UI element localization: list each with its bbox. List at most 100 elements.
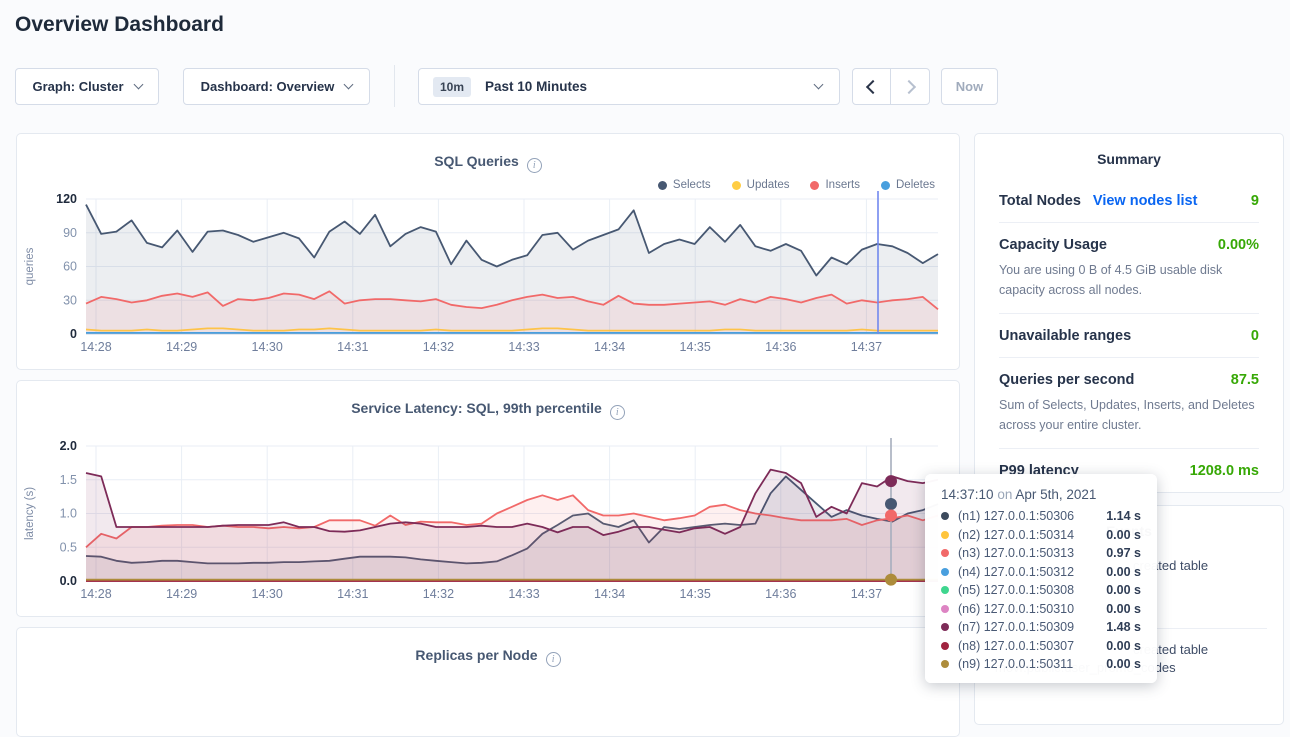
chart-hover-tooltip: 14:37:10 on Apr 5th, 2021 (n1) 127.0.0.1… xyxy=(925,474,1157,683)
toolbar-divider xyxy=(394,65,395,107)
svg-text:14:36: 14:36 xyxy=(765,587,796,601)
tooltip-timestamp: 14:37:10 on Apr 5th, 2021 xyxy=(941,487,1141,502)
svg-text:14:30: 14:30 xyxy=(252,340,283,354)
tooltip-row: (n8) 127.0.0.1:50307 0.00 s xyxy=(941,639,1141,653)
summary-row-qps: Queries per second 87.5 Sum of Selects, … xyxy=(999,357,1259,448)
summary-row-capacity: Capacity Usage 0.00% You are using 0 B o… xyxy=(999,222,1259,313)
tooltip-time: 14:37:10 xyxy=(941,487,994,502)
summary-panel: Summary Total Nodes View nodes list 9 Ca… xyxy=(974,133,1284,493)
summary-label: Total Nodes xyxy=(999,193,1081,209)
svg-text:1.5: 1.5 xyxy=(60,473,77,487)
svg-text:14:32: 14:32 xyxy=(423,340,454,354)
svg-text:14:29: 14:29 xyxy=(166,340,197,354)
node-color-dot xyxy=(941,642,949,650)
page-title: Overview Dashboard xyxy=(15,13,224,37)
node-label: (n4) 127.0.0.1:50312 xyxy=(958,565,1098,579)
svg-text:0.0: 0.0 xyxy=(60,574,77,588)
node-color-dot xyxy=(941,568,949,576)
sql-queries-chart[interactable]: 14:2814:2914:3014:3114:3214:3314:3414:35… xyxy=(17,134,961,364)
tooltip-row: (n9) 127.0.0.1:503110.00 s xyxy=(941,657,1141,671)
svg-text:14:32: 14:32 xyxy=(423,587,454,601)
tooltip-row: (n3) 127.0.0.1:503130.97 s xyxy=(941,546,1141,560)
node-color-dot xyxy=(941,512,949,520)
graph-dropdown[interactable]: Graph: Cluster xyxy=(15,68,159,105)
svg-text:14:30: 14:30 xyxy=(252,587,283,601)
tooltip-row: (n1) 127.0.0.1:50306 1.14 s xyxy=(941,509,1141,523)
service-latency-chart[interactable]: 14:2814:2914:3014:3114:3214:3314:3414:35… xyxy=(17,381,961,611)
chevron-down-icon xyxy=(133,80,143,90)
svg-text:14:31: 14:31 xyxy=(337,587,368,601)
svg-text:0.5: 0.5 xyxy=(60,540,77,554)
tooltip-row: (n2) 127.0.0.1:503140.00 s xyxy=(941,528,1141,542)
svg-text:14:37: 14:37 xyxy=(851,340,882,354)
time-range-arrows xyxy=(852,68,930,105)
svg-text:90: 90 xyxy=(63,226,77,240)
summary-value: 1208.0 ms xyxy=(1190,463,1259,479)
svg-text:14:34: 14:34 xyxy=(594,340,625,354)
node-latency-value: 0.00 s xyxy=(1106,528,1141,542)
summary-value: 0.00% xyxy=(1218,237,1259,253)
time-range-dropdown[interactable]: 10m Past 10 Minutes xyxy=(418,68,840,105)
sql-queries-panel: SQL Queriesi Selects Updates Inserts Del… xyxy=(16,133,960,370)
svg-text:14:29: 14:29 xyxy=(166,587,197,601)
prev-range-button[interactable] xyxy=(853,69,891,104)
svg-text:queries: queries xyxy=(24,247,36,285)
summary-description: You are using 0 B of 4.5 GiB usable disk… xyxy=(999,260,1259,300)
node-label: (n6) 127.0.0.1:50310 xyxy=(958,602,1098,616)
node-label: (n9) 127.0.0.1:50311 xyxy=(958,657,1098,671)
time-range-badge: 10m xyxy=(433,77,471,97)
svg-text:14:31: 14:31 xyxy=(337,340,368,354)
node-latency-value: 0.00 s xyxy=(1106,639,1141,653)
svg-text:14:33: 14:33 xyxy=(508,340,539,354)
svg-text:0: 0 xyxy=(70,327,77,341)
service-latency-panel: Service Latency: SQL, 99th percentilei 1… xyxy=(16,380,960,617)
svg-text:120: 120 xyxy=(56,192,77,206)
summary-value: 87.5 xyxy=(1231,372,1259,388)
dashboard-dropdown[interactable]: Dashboard: Overview xyxy=(183,68,370,105)
node-color-dot xyxy=(941,605,949,613)
node-latency-value: 0.00 s xyxy=(1106,602,1141,616)
svg-text:30: 30 xyxy=(63,293,77,307)
node-label: (n7) 127.0.0.1:50309 xyxy=(958,620,1098,634)
node-latency-value: 0.97 s xyxy=(1106,546,1141,560)
svg-text:14:28: 14:28 xyxy=(80,340,111,354)
node-color-dot xyxy=(941,531,949,539)
chevron-right-icon xyxy=(901,79,915,93)
node-color-dot xyxy=(941,586,949,594)
time-range-label: Past 10 Minutes xyxy=(485,79,587,94)
tooltip-date: Apr 5th, 2021 xyxy=(1015,487,1096,502)
summary-value: 9 xyxy=(1251,193,1259,209)
replicas-per-node-panel: Replicas per Nodei xyxy=(16,627,960,737)
node-latency-value: 0.00 s xyxy=(1106,583,1141,597)
tooltip-row: (n6) 127.0.0.1:50310 0.00 s xyxy=(941,602,1141,616)
svg-text:latency (s): latency (s) xyxy=(24,487,36,540)
svg-text:14:34: 14:34 xyxy=(594,587,625,601)
svg-text:14:36: 14:36 xyxy=(765,340,796,354)
tooltip-row: (n5) 127.0.0.1:50308 0.00 s xyxy=(941,583,1141,597)
tooltip-row: (n4) 127.0.0.1:503120.00 s xyxy=(941,565,1141,579)
chevron-left-icon xyxy=(866,79,880,93)
summary-label: Unavailable ranges xyxy=(999,328,1131,344)
summary-row-unavailable-ranges: Unavailable ranges 0 xyxy=(999,313,1259,357)
svg-text:14:37: 14:37 xyxy=(851,587,882,601)
summary-title: Summary xyxy=(975,134,1283,179)
graph-dropdown-label: Graph: Cluster xyxy=(32,79,123,94)
summary-label: Capacity Usage xyxy=(999,237,1107,253)
now-button[interactable]: Now xyxy=(941,68,998,105)
next-range-button[interactable] xyxy=(891,69,929,104)
summary-value: 0 xyxy=(1251,328,1259,344)
summary-description: Sum of Selects, Updates, Inserts, and De… xyxy=(999,395,1259,435)
svg-text:2.0: 2.0 xyxy=(60,439,77,453)
svg-text:14:33: 14:33 xyxy=(508,587,539,601)
view-nodes-link[interactable]: View nodes list xyxy=(1093,193,1198,209)
node-label: (n8) 127.0.0.1:50307 xyxy=(958,639,1098,653)
node-latency-value: 1.48 s xyxy=(1106,620,1141,634)
node-color-dot xyxy=(941,549,949,557)
node-label: (n5) 127.0.0.1:50308 xyxy=(958,583,1098,597)
node-label: (n1) 127.0.0.1:50306 xyxy=(958,509,1098,523)
tooltip-row: (n7) 127.0.0.1:50309 1.48 s xyxy=(941,620,1141,634)
summary-label: Queries per second xyxy=(999,372,1134,388)
node-latency-value: 1.14 s xyxy=(1106,509,1141,523)
info-icon[interactable]: i xyxy=(546,652,561,667)
svg-text:14:35: 14:35 xyxy=(680,587,711,601)
